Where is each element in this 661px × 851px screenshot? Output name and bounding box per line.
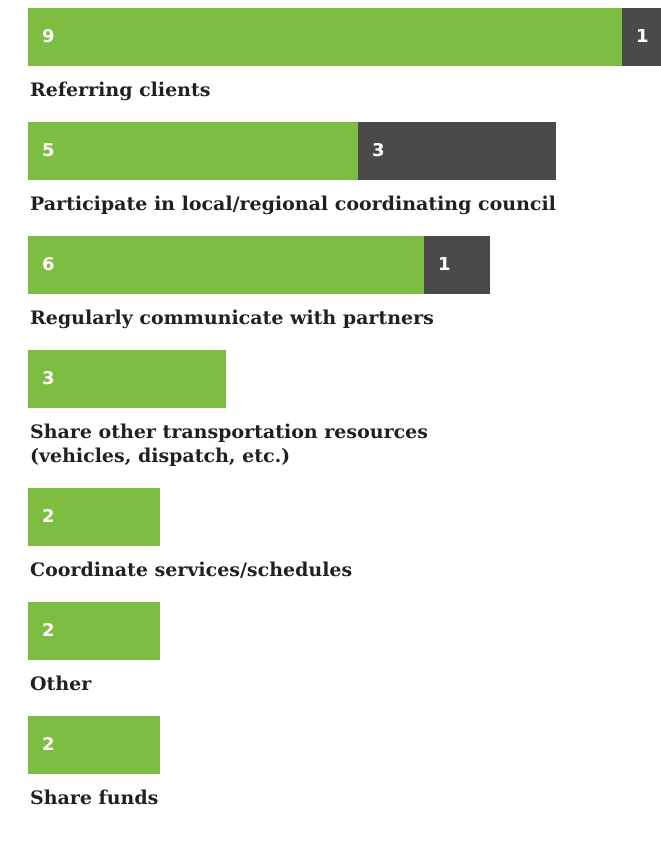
bar-value-label: 2	[42, 506, 55, 527]
bar-group: 5 3 Participate in local/regional coordina…	[0, 122, 661, 216]
bar-segment	[622, 8, 661, 66]
category-label: Share other transportation resources (ve…	[30, 421, 428, 467]
bar-segment	[28, 602, 160, 660]
chart: 9 1 Referring clients 5 3 Participate in loca…	[0, 8, 661, 830]
bar-group: 2 Share funds	[0, 716, 661, 810]
bar-row: 2	[0, 716, 661, 774]
bar-value-label: 2	[42, 734, 55, 755]
category-label: Other	[30, 673, 92, 695]
bar-group: 3 Share other transportation resources (v…	[0, 350, 661, 468]
bar-group: 9 1 Referring clients	[0, 8, 661, 102]
bar-segment	[424, 236, 490, 294]
bar-value-label: 1	[636, 26, 649, 47]
bar-row: 2	[0, 602, 661, 660]
bar-value-label: 3	[372, 140, 385, 161]
bar-segment	[28, 8, 622, 66]
bar-row: 3	[0, 350, 661, 408]
bar-segment	[28, 122, 358, 180]
bar-row: 2	[0, 488, 661, 546]
bar-value-label: 6	[42, 254, 55, 275]
category-label: Coordinate services/schedules	[30, 559, 353, 581]
bar-value-label: 3	[42, 368, 55, 389]
bar-segment	[358, 122, 556, 180]
bar-group: 2 Other	[0, 602, 661, 696]
bar-segment	[28, 350, 226, 408]
bar-group: 6 1 Regularly communicate with partners	[0, 236, 661, 330]
bar-value-label: 2	[42, 620, 55, 641]
bar-value-label: 1	[438, 254, 451, 275]
bar-group: 2 Coordinate services/schedules	[0, 488, 661, 582]
bar-segment	[28, 716, 160, 774]
category-label: Regularly communicate with partners	[30, 307, 434, 329]
bar-segment	[28, 236, 424, 294]
category-label: Share funds	[30, 787, 159, 809]
category-label: Referring clients	[30, 79, 211, 101]
bar-value-label: 9	[42, 26, 55, 47]
bar-value-label: 5	[42, 140, 55, 161]
category-label: Participate in local/regional coordinati…	[30, 193, 556, 215]
bar-segment	[28, 488, 160, 546]
